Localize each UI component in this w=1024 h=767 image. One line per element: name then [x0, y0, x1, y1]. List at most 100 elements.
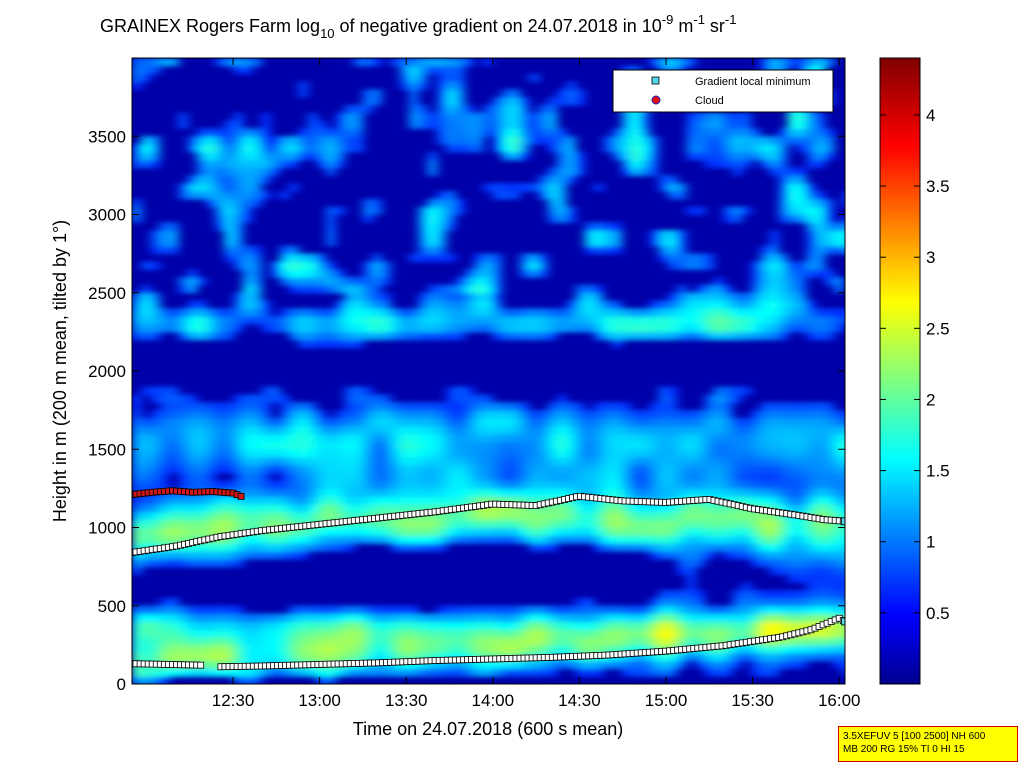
heatmap-cell [584, 668, 595, 677]
heatmap-cell [446, 331, 456, 341]
heatmap-cell [187, 324, 198, 333]
heatmap-cell [834, 504, 844, 513]
heatmap-cell [455, 449, 466, 458]
heatmap-cell [178, 644, 189, 654]
heatmap-cell [723, 417, 734, 427]
heatmap-cell [824, 433, 835, 443]
heatmap-cell [787, 449, 798, 458]
heatmap-cell [492, 183, 503, 192]
heatmap-cell [649, 136, 660, 145]
heatmap-cell [298, 128, 309, 137]
heatmap-cell [695, 472, 706, 482]
heatmap-cell [492, 402, 503, 411]
heatmap-cell [787, 300, 798, 309]
heatmap-cell [547, 511, 558, 521]
heatmap-cell [473, 316, 484, 325]
heatmap-cell [676, 519, 687, 529]
heatmap-cell [178, 613, 189, 622]
heatmap-cell [159, 308, 170, 317]
heatmap-cell [399, 449, 410, 458]
heatmap-cell [603, 504, 613, 513]
heatmap-cell [556, 198, 567, 208]
heatmap-cell [750, 457, 761, 466]
heatmap-cell [538, 417, 549, 427]
heatmap-cell [353, 120, 364, 130]
heatmap-cell [603, 410, 613, 419]
heatmap-cell [713, 527, 724, 536]
heatmap-cell [676, 613, 687, 622]
heatmap-cell [621, 668, 632, 677]
heatmap-cell [178, 433, 189, 443]
heatmap-cell [242, 535, 253, 544]
heatmap-cell [741, 550, 752, 560]
heatmap-cell [390, 613, 401, 622]
heatmap-cell [603, 519, 613, 529]
heatmap-cell [132, 206, 142, 216]
heatmap-cell [778, 198, 789, 208]
heatmap-cell [649, 410, 660, 419]
heatmap-cell [732, 496, 743, 505]
heatmap-cell [344, 331, 355, 341]
heatmap-cell [732, 613, 743, 622]
heatmap-cell [750, 496, 761, 505]
heatmap-cell [667, 441, 678, 450]
heatmap-cell [612, 151, 623, 161]
heatmap-cell [556, 394, 567, 403]
heatmap-cell [519, 410, 530, 419]
heatmap-cell [335, 644, 346, 654]
heatmap-cell [713, 324, 724, 333]
heatmap-cell [630, 519, 641, 529]
heatmap-cell [316, 410, 327, 419]
heatmap-cell [289, 613, 299, 622]
heatmap-cell [686, 112, 697, 122]
heatmap-cell [168, 644, 179, 654]
heatmap-cell [676, 511, 687, 521]
heatmap-cell [556, 136, 567, 145]
heatmap-cell [242, 183, 253, 192]
heatmap-cell [529, 543, 540, 552]
heatmap-cell [132, 543, 142, 552]
heatmap-cell [778, 331, 789, 341]
heatmap-cell [769, 277, 780, 286]
heatmap-cell [575, 308, 586, 317]
heatmap-cell [593, 449, 604, 458]
heatmap-cell [797, 300, 807, 309]
heatmap-cell [233, 198, 244, 208]
heatmap-cell [593, 464, 604, 474]
heatmap-cell [261, 410, 272, 419]
heatmap-cell [621, 613, 632, 622]
heatmap-cell [760, 58, 770, 67]
heatmap-cell [178, 637, 189, 646]
heatmap-cell [289, 543, 299, 552]
heatmap-cell [658, 590, 669, 599]
heatmap-cell [797, 214, 807, 223]
heatmap-cell [676, 464, 687, 474]
heatmap-cell [455, 144, 466, 153]
heatmap-cell [381, 410, 392, 419]
heatmap-cell [362, 433, 373, 443]
heatmap-cell [252, 472, 262, 482]
heatmap-cell [409, 65, 419, 75]
heatmap-cell [344, 339, 355, 349]
heatmap-cell [473, 261, 484, 270]
heatmap-cell [732, 629, 743, 638]
heatmap-cell [168, 394, 179, 403]
heatmap-cell [815, 214, 826, 223]
heatmap-cell [630, 605, 641, 615]
heatmap-cell [187, 308, 198, 317]
heatmap-cell [584, 472, 595, 482]
heatmap-cell [519, 644, 530, 654]
heatmap-cell [519, 120, 530, 130]
heatmap-cell [205, 637, 216, 646]
heatmap-cell [806, 308, 817, 317]
heatmap-cell [649, 316, 660, 325]
heatmap-cell [446, 433, 456, 443]
heatmap-cell [519, 511, 530, 521]
heatmap-cell [695, 300, 706, 309]
heatmap-cell [132, 331, 142, 341]
heatmap-cell [824, 410, 835, 419]
heatmap-cell [141, 558, 152, 568]
heatmap-cell [658, 425, 669, 435]
heatmap-cell [344, 511, 355, 521]
heatmap-cell [750, 300, 761, 309]
